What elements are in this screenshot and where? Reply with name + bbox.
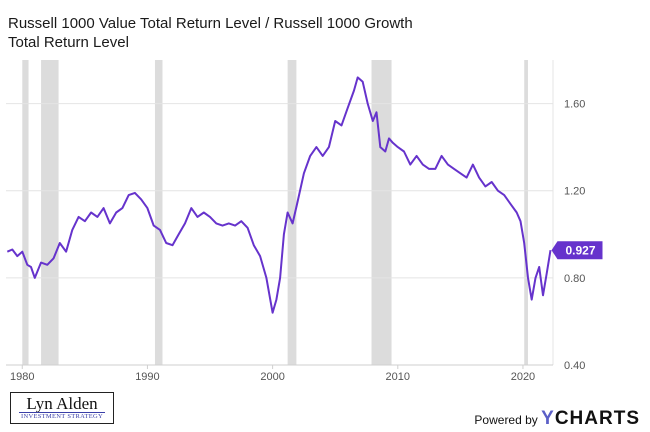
last-value-label-group: 0.927 <box>551 241 603 260</box>
x-tick-label-3: 2010 <box>386 371 410 383</box>
lyn-alden-logo: Lyn Alden INVESTMENT STRATEGY <box>10 392 114 424</box>
last-value-badge <box>551 241 603 260</box>
x-tick-label-2: 2000 <box>260 371 284 383</box>
series-layer <box>6 76 552 314</box>
axes: 0.40 0.80 1.20 1.60 1980 1990 2000 2010 2020 <box>10 99 585 383</box>
gridlines <box>6 60 554 366</box>
y-tick-label-2: 1.20 <box>564 186 585 198</box>
series-line-0 <box>6 76 552 314</box>
y-tick-label-1: 0.80 <box>564 273 585 285</box>
recession-band-5 <box>524 60 528 365</box>
last-value-text: 0.927 <box>565 244 595 258</box>
x-tick-label-0: 1980 <box>10 371 34 383</box>
ycharts-brand: YCHARTS <box>541 408 640 429</box>
logo-subtitle: INVESTMENT STRATEGY <box>21 413 103 420</box>
recession-band-2 <box>154 60 163 365</box>
y-tick-label-0: 0.40 <box>564 360 585 372</box>
chart-title: Russell 1000 Value Total Return Level / … <box>8 15 413 51</box>
recession-band-0 <box>22 60 29 365</box>
ycharts-y-mark: Y <box>541 408 555 429</box>
recession-band-3 <box>287 60 297 365</box>
y-tick-label-3: 1.60 <box>564 99 585 111</box>
logo-name: Lyn Alden <box>26 394 98 413</box>
ycharts-wordmark: CHARTS <box>554 408 640 429</box>
recession-band-1 <box>41 60 59 365</box>
recession-band-4 <box>371 60 392 365</box>
recession-bands <box>22 60 528 365</box>
x-tick-label-4: 2020 <box>511 371 535 383</box>
x-tick-label-1: 1990 <box>135 371 159 383</box>
powered-by-label: Powered by <box>474 413 538 427</box>
logo-rule <box>19 412 105 413</box>
powered-by-ycharts[interactable]: Powered by YCHARTS <box>474 408 640 430</box>
